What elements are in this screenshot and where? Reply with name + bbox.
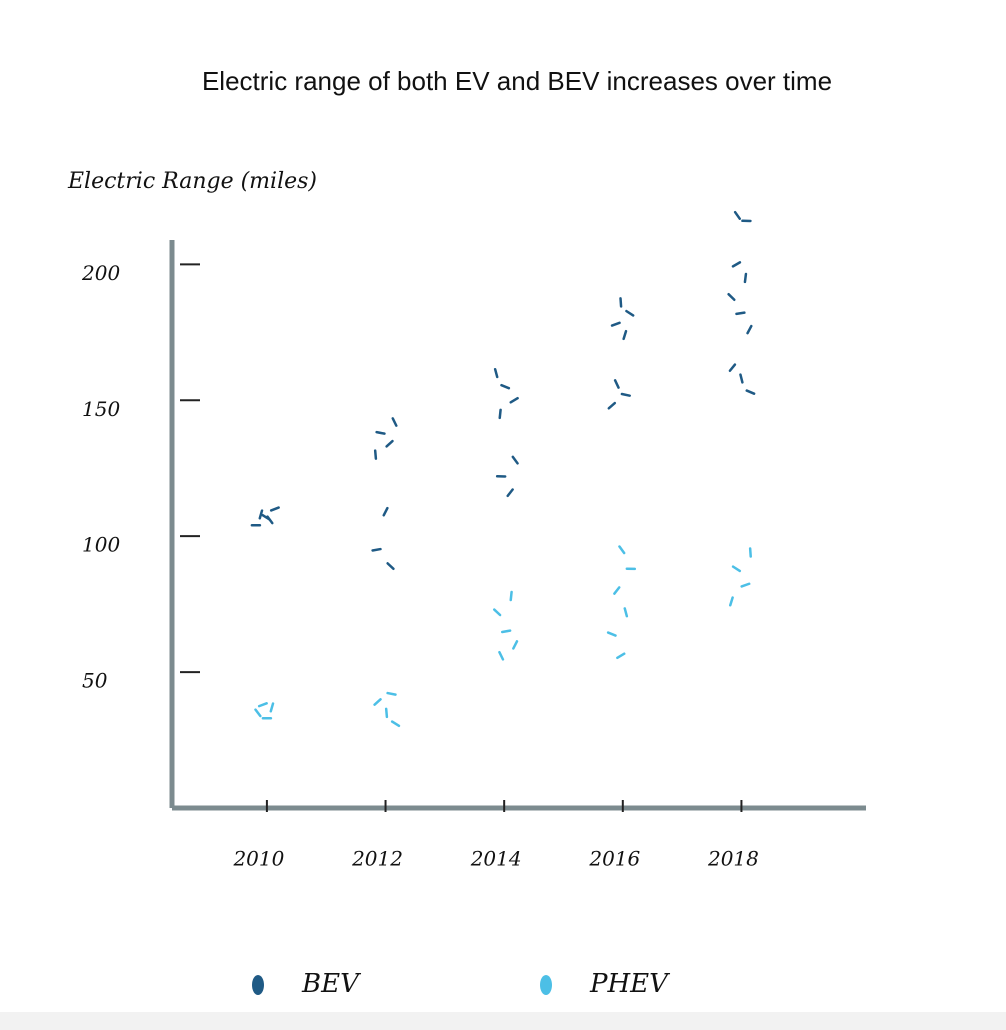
point [622, 329, 628, 341]
point [258, 509, 264, 520]
point [607, 401, 617, 410]
point [375, 430, 386, 435]
point [385, 439, 394, 448]
point [616, 652, 626, 660]
bottom-bar [0, 1012, 1006, 1030]
point [625, 309, 635, 317]
point [498, 650, 505, 661]
point [729, 596, 734, 607]
y-tick-label: 150 [82, 397, 120, 421]
point [391, 417, 398, 427]
x-tick-label: 2014 [470, 847, 522, 871]
y-tick-label: 100 [82, 533, 120, 557]
point [618, 545, 626, 555]
point [509, 590, 513, 602]
legend-label: BEV [301, 969, 361, 999]
point [745, 389, 756, 395]
y-axis-label: Electric Range (miles) [67, 169, 317, 194]
point [748, 547, 752, 558]
point [386, 562, 395, 571]
point [619, 297, 623, 308]
point [620, 392, 631, 397]
point [492, 608, 502, 617]
point [257, 702, 268, 708]
x-tick-label: 2010 [232, 847, 284, 871]
point [613, 586, 621, 595]
y-tick-label: 200 [81, 261, 120, 285]
chart-title: Electric range of both EV and BEV increa… [202, 66, 832, 96]
point [390, 720, 401, 728]
point [254, 708, 262, 718]
point [731, 261, 742, 268]
point [511, 455, 519, 465]
point [500, 383, 511, 390]
legend-swatch [252, 975, 264, 995]
point [498, 408, 502, 420]
point [613, 379, 620, 389]
point [728, 363, 737, 373]
x-tick-label: 2012 [351, 847, 403, 871]
point [743, 272, 748, 284]
point [506, 488, 514, 498]
point [269, 702, 275, 713]
point [746, 324, 753, 335]
point [606, 631, 617, 637]
x-tick-label: 2018 [707, 847, 759, 871]
y-tick-label: 50 [82, 669, 108, 693]
point [386, 691, 397, 696]
x-tick-label: 2016 [588, 847, 640, 871]
point [731, 565, 742, 573]
point [373, 698, 382, 706]
point [610, 321, 621, 327]
point [373, 449, 378, 460]
point [269, 506, 280, 512]
point [384, 707, 389, 719]
point [512, 640, 519, 650]
legend-swatch [540, 975, 552, 995]
point [733, 210, 741, 220]
point [261, 513, 271, 521]
point [500, 629, 512, 634]
point [493, 367, 499, 379]
point [735, 311, 746, 316]
point [371, 547, 382, 552]
point [740, 582, 751, 588]
point [509, 396, 519, 404]
point [382, 506, 389, 517]
point [739, 373, 744, 384]
legend-label: PHEV [589, 969, 670, 999]
point [727, 292, 736, 302]
point [623, 607, 629, 618]
